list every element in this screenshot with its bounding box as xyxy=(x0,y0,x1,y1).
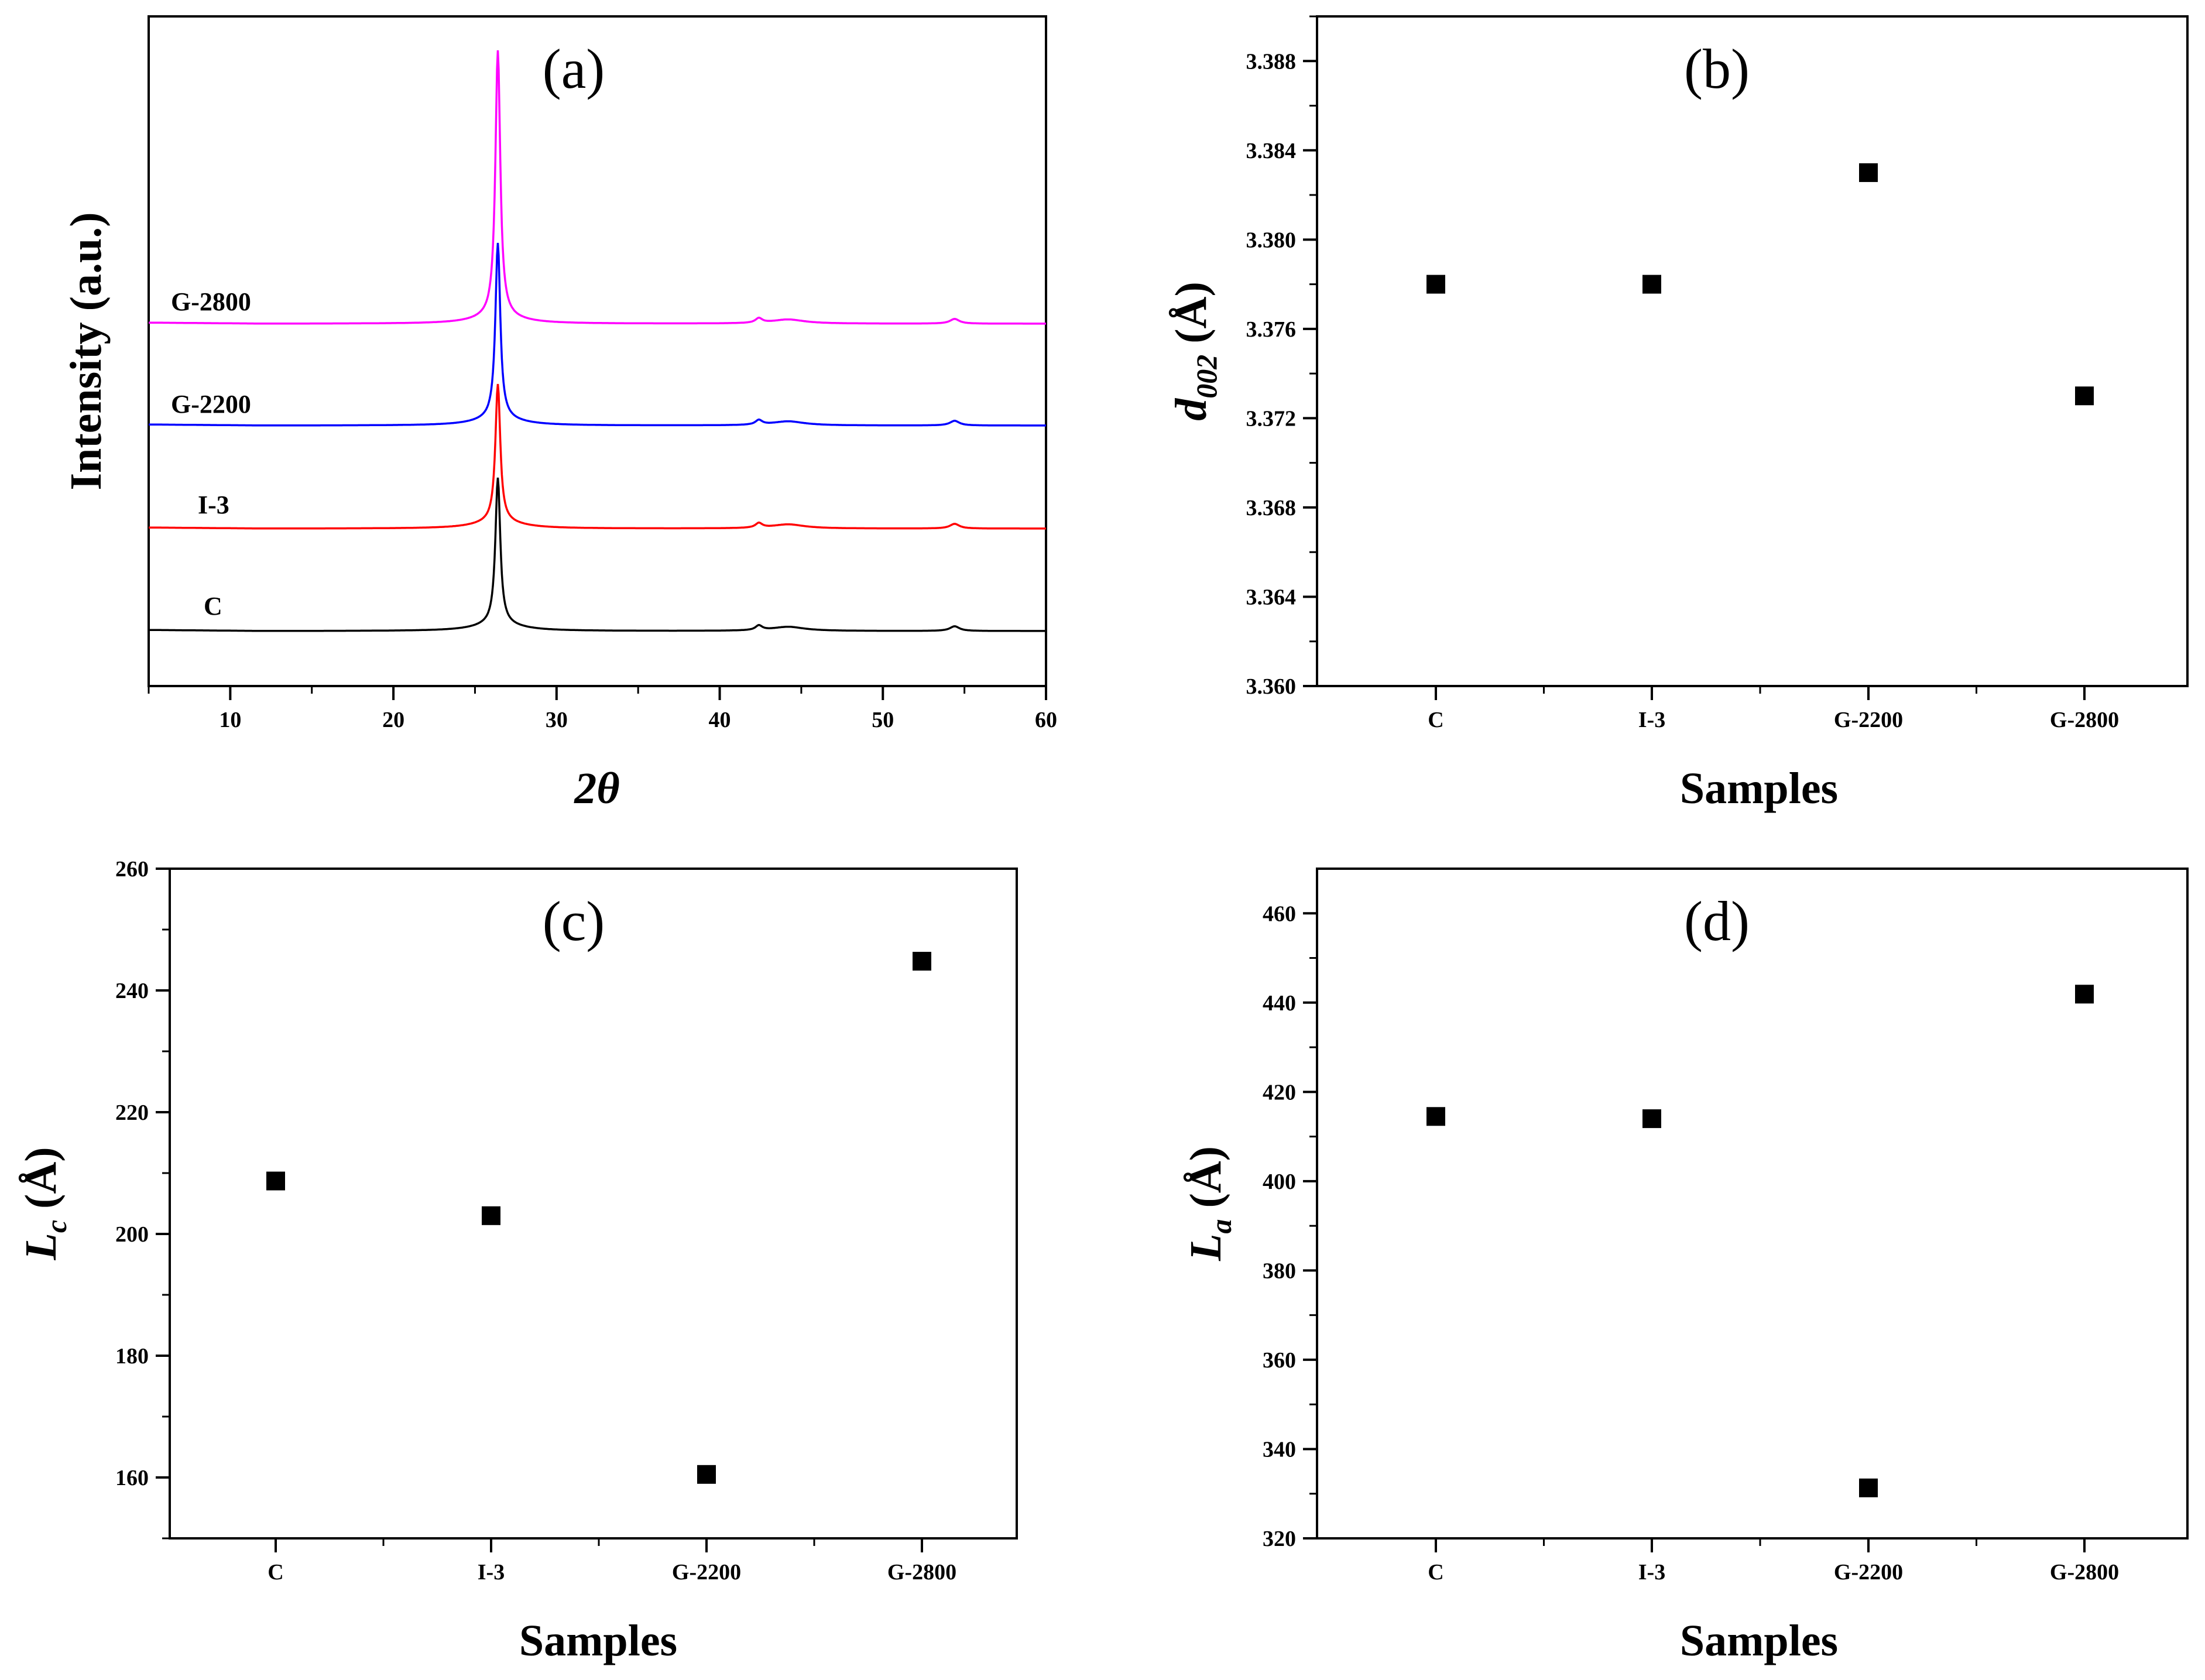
panel-c-ylabel-sub: c xyxy=(40,1220,73,1233)
panel-a-label: (a) xyxy=(543,37,605,100)
panel-a-x-axis-title: 2θ xyxy=(574,764,619,813)
y-tick-label: 3.372 xyxy=(1246,406,1297,431)
data-point-g2200 xyxy=(697,1465,716,1484)
y-tick-label: 180 xyxy=(115,1344,149,1369)
panel-a-y-axis-title: Intensity (a.u.) xyxy=(61,212,111,490)
panel-c-ylabel-main: L xyxy=(16,1233,66,1260)
panel-c-x-axis-title: Samples xyxy=(519,1616,677,1665)
y-tick-label: 240 xyxy=(115,979,149,1003)
data-point-i3 xyxy=(1642,275,1661,294)
xrd-curve-g2200 xyxy=(149,242,1046,427)
panel-b-frame xyxy=(1316,15,2189,687)
x-tick-label: I-3 xyxy=(1638,1560,1665,1585)
data-point-i3 xyxy=(1642,1109,1661,1129)
panel-c-ylabel-unit: (Å) xyxy=(16,1147,66,1220)
x-tick-label: G-2800 xyxy=(2050,708,2119,732)
xrd-curve-i3 xyxy=(149,383,1046,530)
data-point-g2800 xyxy=(2075,985,2094,1004)
y-tick-label: 440 xyxy=(1263,991,1296,1016)
y-tick-label: 420 xyxy=(1263,1080,1296,1105)
x-tick-label-20: 20 xyxy=(382,708,404,732)
panel-d-ticks: 320 340 360 380 400 420 440 460 C I-3 G-2200 G-2800 xyxy=(1263,901,2119,1585)
y-tick-label: 220 xyxy=(115,1100,149,1125)
x-tick-label-10: 10 xyxy=(219,708,241,732)
x-tick-label: C xyxy=(1428,708,1443,732)
panel-c-label: (c) xyxy=(543,890,605,952)
curve-label-c: C xyxy=(204,592,222,620)
panel-a-ticks: 10 20 30 40 50 60 xyxy=(148,686,1057,732)
panel-b-ylabel-sub: 002 xyxy=(1190,355,1223,399)
x-tick-label: I-3 xyxy=(478,1560,505,1585)
panel-c-frame xyxy=(169,868,1018,1540)
y-tick-label: 3.388 xyxy=(1246,49,1297,74)
y-tick-label: 3.384 xyxy=(1246,139,1297,163)
x-tick-label-50: 50 xyxy=(872,708,894,732)
data-point-g2800 xyxy=(913,952,931,971)
y-tick-label: 3.376 xyxy=(1246,317,1297,342)
panel-d-ylabel-main: L xyxy=(1181,1234,1230,1261)
panel-d-frame xyxy=(1316,868,2189,1540)
y-tick-label: 400 xyxy=(1263,1170,1296,1194)
y-tick-label: 3.364 xyxy=(1246,585,1297,609)
x-tick-label-60: 60 xyxy=(1035,708,1057,732)
x-tick-label: C xyxy=(268,1560,283,1585)
panel-c-points xyxy=(266,952,931,1484)
panel-b-y-axis-title: d002 (Å) xyxy=(1167,282,1223,421)
y-tick-label: 360 xyxy=(1263,1348,1296,1373)
x-tick-label: C xyxy=(1428,1560,1443,1585)
data-point-i3 xyxy=(482,1206,500,1225)
panel-b-ylabel-main: d xyxy=(1167,398,1216,421)
data-point-g2800 xyxy=(2075,386,2094,406)
y-tick-label: 160 xyxy=(115,1466,149,1490)
y-tick-label: 3.380 xyxy=(1246,228,1297,252)
panel-b-d002-chart: 3.360 3.364 3.368 3.372 3.376 3.380 3.384 3.388… xyxy=(1167,15,2189,813)
curve-label-i3: I-3 xyxy=(198,491,229,519)
x-tick-label: G-2200 xyxy=(672,1560,741,1585)
panel-d-y-axis-title: La (Å) xyxy=(1181,1146,1237,1261)
data-point-g2200 xyxy=(1859,1478,1878,1497)
panel-a-frame xyxy=(148,15,1047,687)
data-point-g2200 xyxy=(1859,163,1878,182)
x-tick-label: I-3 xyxy=(1638,708,1665,732)
y-tick-label: 340 xyxy=(1263,1437,1296,1462)
panel-d-x-axis-title: Samples xyxy=(1680,1616,1838,1665)
y-tick-label: 3.360 xyxy=(1246,674,1297,699)
panel-d-la-chart: 320 340 360 380 400 420 440 460 C I-3 G-2200 G-2800… xyxy=(1181,868,2189,1665)
panel-b-points xyxy=(1426,163,2094,406)
panel-a-curve-labels: G-2800 G-2200 I-3 C xyxy=(171,287,251,620)
panel-c-ticks: 160 180 200 220 240 260 C I-3 G-2200 G-2800 xyxy=(115,857,956,1585)
data-point-c xyxy=(1426,1107,1445,1126)
y-tick-label: 3.368 xyxy=(1246,496,1297,520)
y-tick-label: 380 xyxy=(1263,1259,1296,1283)
y-tick-label: 320 xyxy=(1263,1527,1296,1551)
panel-a-xrd-pattern: 10 20 30 40 50 60 G-2800 G-2200 I-3 C (a) Int… xyxy=(61,15,1057,813)
curve-label-g2800: G-2800 xyxy=(171,287,251,316)
x-tick-label: G-2800 xyxy=(2050,1560,2119,1585)
panel-d-ylabel-sub: a xyxy=(1205,1219,1237,1234)
x-tick-label-40: 40 xyxy=(709,708,731,732)
y-tick-label: 260 xyxy=(115,857,149,882)
x-tick-label: G-2200 xyxy=(1834,708,1903,732)
panel-d-points xyxy=(1426,985,2094,1497)
y-tick-label: 460 xyxy=(1263,901,1296,926)
panel-b-x-axis-title: Samples xyxy=(1680,764,1838,813)
x-tick-label: G-2200 xyxy=(1834,1560,1903,1585)
xrd-curve-g2800 xyxy=(148,50,1046,325)
panel-b-ylabel-unit: (Å) xyxy=(1167,282,1216,355)
x-tick-label: G-2800 xyxy=(887,1560,956,1585)
panel-c-lc-chart: 160 180 200 220 240 260 C I-3 G-2200 G-2800 (c) L… xyxy=(16,857,1018,1665)
x-tick-label-30: 30 xyxy=(546,708,568,732)
curve-label-g2200: G-2200 xyxy=(171,390,251,419)
panel-d-label: (d) xyxy=(1684,890,1750,952)
panel-a-curves xyxy=(148,50,1046,632)
panel-c-y-axis-title: Lc (Å) xyxy=(16,1147,73,1260)
data-point-c xyxy=(266,1171,285,1191)
panel-b-label: (b) xyxy=(1684,37,1750,100)
data-point-c xyxy=(1426,275,1445,294)
panel-b-ticks: 3.360 3.364 3.368 3.372 3.376 3.380 3.384 3.388… xyxy=(1246,15,2119,732)
y-tick-label: 200 xyxy=(115,1222,149,1247)
xrd-curve-c xyxy=(149,477,1046,632)
panel-d-ylabel-unit: (Å) xyxy=(1181,1146,1230,1219)
